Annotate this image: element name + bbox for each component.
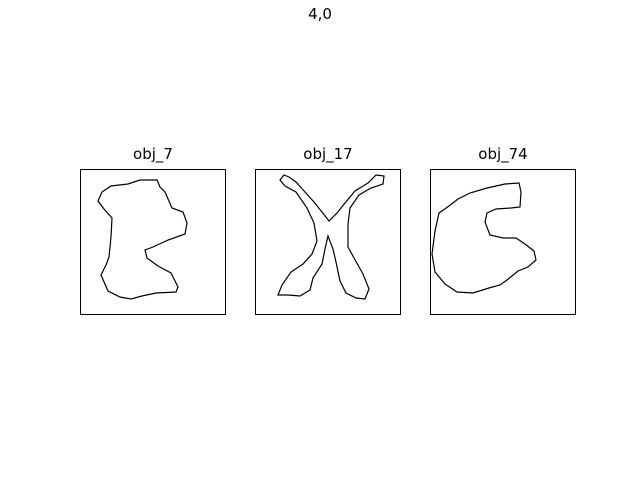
shape-outline-obj-74: [430, 169, 576, 315]
shape-outline-obj-17: [255, 169, 401, 315]
panel-obj-17: [255, 169, 401, 315]
panel-obj-74: [430, 169, 576, 315]
panel-title-obj-74: obj_74: [430, 145, 576, 163]
panel-title-obj-17: obj_17: [255, 145, 401, 163]
shape-outline-obj-7: [80, 169, 226, 315]
contour-path: [432, 183, 536, 293]
panel-frame: [431, 170, 576, 315]
contour-path: [98, 180, 187, 299]
panel-frame: [256, 170, 401, 315]
figure-title: 4,0: [0, 5, 640, 23]
panel-obj-7: [80, 169, 226, 315]
contour-path: [278, 175, 384, 299]
panel-title-obj-7: obj_7: [80, 145, 226, 163]
